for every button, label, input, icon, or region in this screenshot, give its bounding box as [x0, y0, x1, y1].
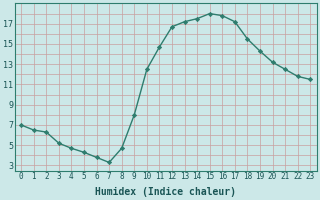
X-axis label: Humidex (Indice chaleur): Humidex (Indice chaleur) [95, 186, 236, 197]
